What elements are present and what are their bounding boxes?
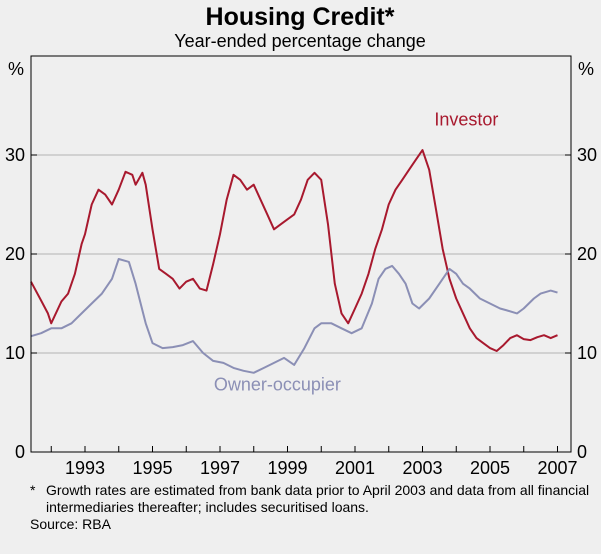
y-tick-label-left-20: 20 xyxy=(5,244,25,264)
y-tick-label-right-20: 20 xyxy=(577,244,597,264)
series-line-investor xyxy=(30,149,558,352)
y-tick-label-left-0: 0 xyxy=(15,442,25,462)
y-axis-unit-left: % xyxy=(8,59,24,79)
footnote-marker: * xyxy=(30,482,36,498)
footnote: * Growth rates are estimated from bank d… xyxy=(30,482,590,533)
x-tick-label-2005: 2005 xyxy=(470,458,510,478)
grid-lines xyxy=(31,154,571,354)
series-lines xyxy=(30,149,558,374)
series-label-investor: Investor xyxy=(434,109,498,129)
series-label-owner-occupier: Owner-occupier xyxy=(214,375,341,395)
x-tick-label-2001: 2001 xyxy=(335,458,375,478)
chart-subtitle: Year-ended percentage change xyxy=(174,31,426,51)
y-axis-unit-right: % xyxy=(578,59,594,79)
x-tick-label-2003: 2003 xyxy=(402,458,442,478)
source-note: Source: RBA xyxy=(30,516,111,532)
y-tick-label-left-30: 30 xyxy=(5,145,25,165)
x-tick-label-1999: 1999 xyxy=(267,458,307,478)
y-tick-label-right-10: 10 xyxy=(577,343,597,363)
footnote-text: Growth rates are estimated from bank dat… xyxy=(46,482,590,515)
x-tick-label-1997: 1997 xyxy=(200,458,240,478)
axis-ticks: 0 0 10 10 20 20 30 30 1993 1995 1997 1999 2001 2003 20… xyxy=(5,145,597,478)
y-tick-label-right-30: 30 xyxy=(577,145,597,165)
chart-title: Housing Credit* xyxy=(206,3,395,31)
y-tick-label-right-0: 0 xyxy=(577,442,587,462)
x-tick-label-2007: 2007 xyxy=(537,458,577,478)
series-labels: Investor Owner-occupier xyxy=(214,109,499,394)
x-tick-label-1995: 1995 xyxy=(132,458,172,478)
x-tick-label-1993: 1993 xyxy=(65,458,105,478)
series-line-owner-occupier xyxy=(30,258,558,374)
y-tick-label-left-10: 10 xyxy=(5,343,25,363)
